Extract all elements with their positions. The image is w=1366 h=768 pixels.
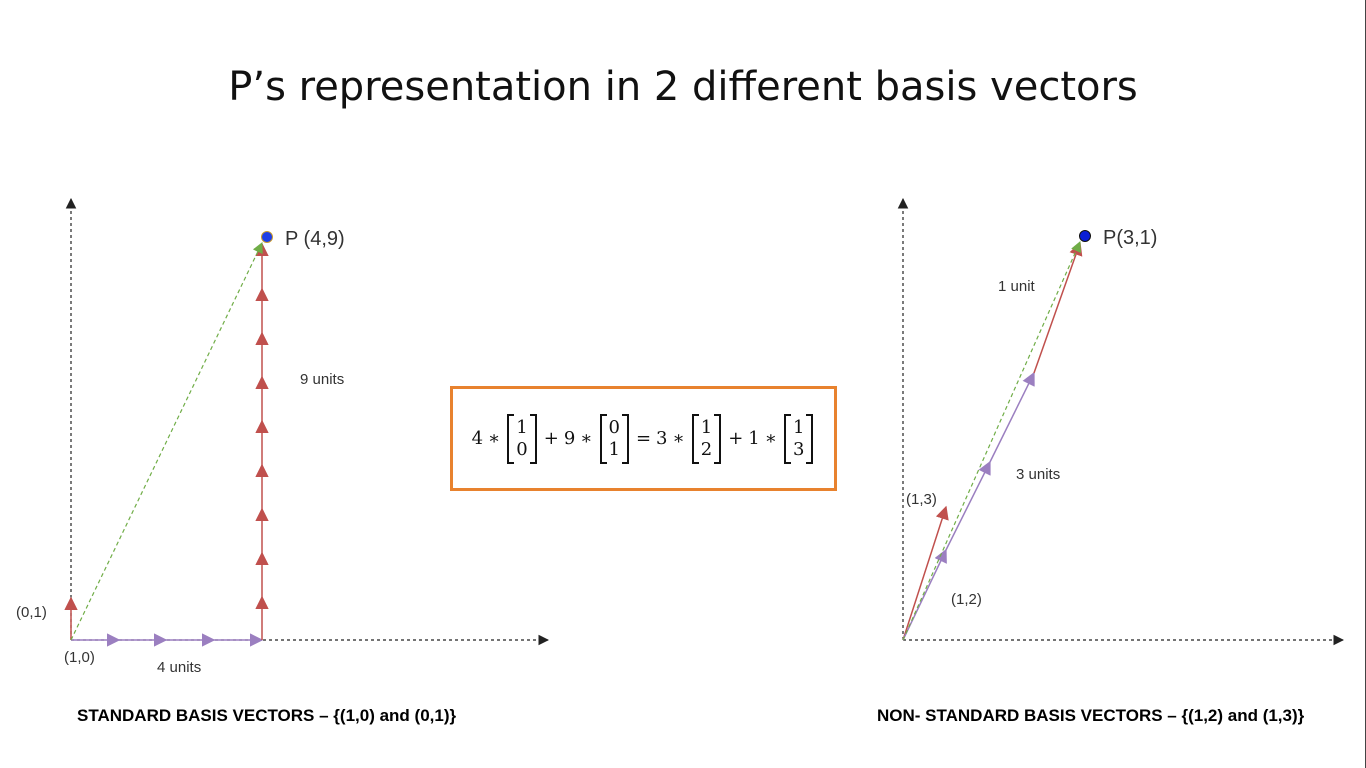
right-basis-a-label: (1,3) <box>906 491 937 508</box>
equation-term-2: 9 ∗ 0 1 <box>563 413 631 464</box>
left-point-p <box>261 231 273 243</box>
left-point-label: P (4,9) <box>285 228 345 250</box>
left-x-count-label: 4 units <box>157 659 201 676</box>
equation-box: 4 ∗ 1 0 + 9 ∗ 0 1 = 3 ∗ 1 2 + 1 ∗ 1 3 <box>450 386 837 491</box>
vector-3-bottom: 2 <box>700 438 713 460</box>
vector-1-top: 1 <box>516 416 528 438</box>
right-resultant-vector <box>902 241 1081 641</box>
vector-1-bottom: 0 <box>516 438 528 460</box>
coef-3: 3 <box>656 428 668 449</box>
right-point-p <box>1079 230 1091 242</box>
right-b-count-label: 3 units <box>1016 466 1060 483</box>
vector-1: 1 0 <box>507 413 537 464</box>
vector-2-bottom: 1 <box>608 438 620 460</box>
times-2: ∗ <box>580 428 593 449</box>
times-3: ∗ <box>672 428 685 449</box>
right-b-step-2 <box>945 460 991 551</box>
coef-1: 4 <box>471 428 484 449</box>
vector-2-top: 0 <box>608 416 620 438</box>
vector-3: 1 2 <box>691 413 722 464</box>
plus-1: + <box>543 428 559 449</box>
times-4: ∗ <box>764 428 777 449</box>
times-1: ∗ <box>488 428 501 449</box>
right-a-step-1 <box>1033 241 1083 374</box>
right-point-label: P(3,1) <box>1103 227 1157 249</box>
left-unit-y-label: (0,1) <box>16 604 47 621</box>
vector-2: 0 1 <box>599 413 629 464</box>
right-basis-b-label: (1,2) <box>951 591 982 608</box>
right-a-count-label: 1 unit <box>998 278 1036 295</box>
equals-sign: = <box>635 428 652 449</box>
left-resultant-vector <box>70 242 263 641</box>
right-caption: NON- STANDARD BASIS VECTORS – {(1,2) and… <box>877 706 1305 725</box>
equation-term-4: 1 ∗ 1 3 <box>748 413 815 464</box>
coef-2: 9 <box>563 428 576 449</box>
equation-term-1: 4 ∗ 1 0 <box>471 413 539 464</box>
slide-title: P’s representation in 2 different basis … <box>228 64 1138 110</box>
right-basis-1-3-vector <box>902 505 949 641</box>
left-unit-x-label: (1,0) <box>64 649 95 666</box>
equation-term-3: 3 ∗ 1 2 <box>656 413 723 464</box>
vector-4: 1 3 <box>783 413 814 464</box>
left-y-count-label: 9 units <box>300 371 344 388</box>
vector-4-top: 1 <box>792 416 805 438</box>
left-caption: STANDARD BASIS VECTORS – {(1,0) and (0,1… <box>77 706 457 725</box>
plus-2: + <box>728 428 744 449</box>
coef-4: 1 <box>748 428 760 449</box>
right-b-step-3 <box>989 371 1035 463</box>
vector-4-bottom: 3 <box>792 438 805 460</box>
vector-3-top: 1 <box>700 416 713 438</box>
